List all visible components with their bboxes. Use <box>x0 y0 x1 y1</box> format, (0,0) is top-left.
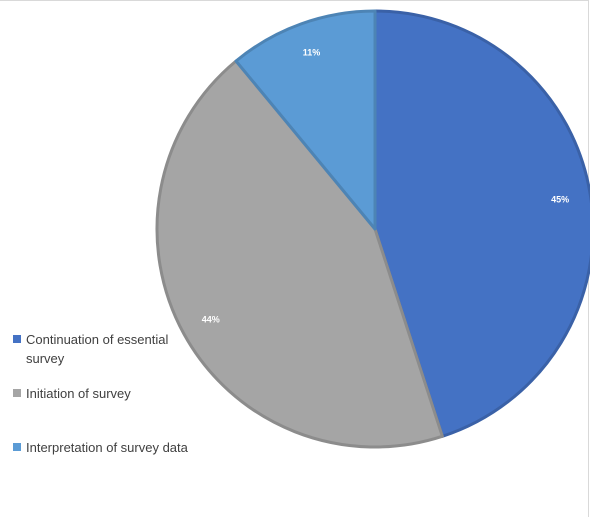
legend-swatch-initiation <box>13 389 21 397</box>
pie-slices <box>157 11 590 447</box>
chart-legend: Continuation of essential survey Initiat… <box>13 330 191 492</box>
legend-swatch-interpretation <box>13 443 21 451</box>
data-label-interpretation: 11% <box>303 48 321 58</box>
legend-swatch-continuation <box>13 335 21 343</box>
data-label-continuation: 45% <box>551 195 569 205</box>
legend-item-initiation: Initiation of survey <box>13 384 191 438</box>
legend-label-continuation: Continuation of essential survey <box>26 332 168 366</box>
legend-item-interpretation: Interpretation of survey data <box>13 438 191 492</box>
legend-item-continuation: Continuation of essential survey <box>13 330 191 384</box>
legend-label-interpretation: Interpretation of survey data <box>26 440 188 455</box>
legend-label-initiation: Initiation of survey <box>26 386 131 401</box>
data-label-initiation: 44% <box>202 314 220 324</box>
